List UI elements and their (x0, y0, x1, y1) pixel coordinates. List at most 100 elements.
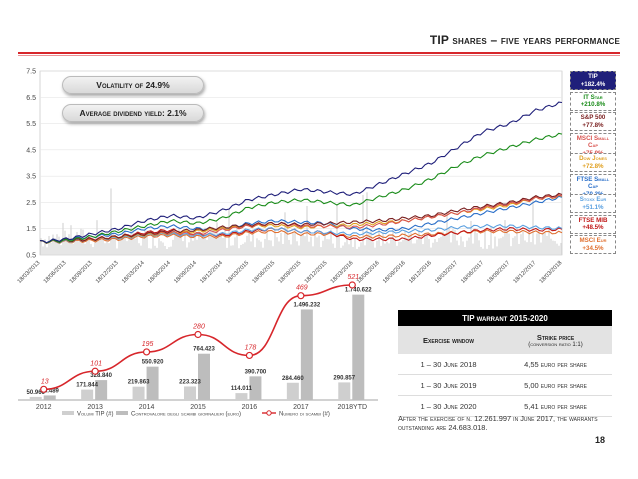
bar-controvalore-label: 390.700 (245, 369, 267, 375)
x-tick-label: 18/03/2018 (539, 260, 564, 285)
bar-controvalore-label: 75.489 (41, 388, 60, 394)
bar-volumi (184, 386, 196, 400)
y-tick-label: 1.5 (26, 226, 36, 233)
x-tick-label: 18/03/2016 (330, 260, 355, 285)
x-tick-label: 18/03/2015 (225, 260, 250, 285)
bar-volumi (29, 396, 42, 400)
x-tick-label: 18/06/2017 (460, 260, 485, 285)
scambi-label: 521 (347, 274, 359, 281)
x-tick-label: 18/06/2013 (43, 260, 68, 285)
page-title: TIP shares – five years performance (429, 33, 620, 47)
y-tick-label: 2.5 (26, 200, 36, 207)
legend-name: Dow Jones (579, 155, 607, 162)
y-tick-label: 6.5 (26, 95, 36, 102)
x-tick-label: 2014 (139, 404, 155, 411)
legend-name: S&P 500 (580, 114, 606, 121)
plot-area (39, 70, 563, 256)
legend-value: +51.1% (582, 203, 604, 211)
bar-controvalore (352, 294, 365, 400)
bar-controvalore (146, 366, 159, 400)
bar-volumi-label: 114.011 (231, 386, 253, 392)
x-tick-label: 18/09/2017 (486, 260, 511, 285)
warrant-col-price: Strike price (conversion ratio 1:1) (499, 326, 612, 354)
x-tick-label: 18/06/2016 (356, 260, 381, 285)
warrant-title: TIP warrant 2015-2020 (398, 310, 612, 326)
series-line (39, 194, 563, 244)
y-tick-label: 5.5 (26, 121, 36, 128)
legend-name: TIP (588, 73, 598, 80)
bar-controvalore (300, 309, 313, 400)
volatility-pill: Volatility of 24.9% (62, 76, 204, 94)
warrant-note: After the exercise of n. 12.261.997 in J… (398, 414, 598, 432)
x-tick-label: 18/09/2014 (173, 260, 198, 285)
warrant-table: Exercise window Strike price (conversion … (398, 326, 612, 417)
x-tick-label: 2015 (190, 404, 206, 411)
bar-controvalore-label: 328.840 (90, 373, 112, 379)
bar-volumi (132, 386, 145, 400)
bar-volumi-label: 50.966 (27, 390, 46, 396)
x-tick-label: 18/09/2016 (382, 260, 407, 285)
legend-item: S&P 500 +77.8% (570, 112, 616, 131)
legend-name: MSCI Eur (579, 237, 607, 244)
x-tick-label: 18/12/2014 (199, 260, 224, 285)
bar-controvalore (95, 380, 108, 400)
table-row: 1 – 30 June 2020 5,41 euro per share (398, 395, 612, 417)
bar-volumi (286, 382, 299, 400)
legend-marker-scambi (266, 410, 272, 416)
bar-volumi-label: 284.460 (282, 376, 304, 382)
scambi-point (142, 348, 151, 356)
legend-value: +48.5% (582, 224, 604, 231)
legend-name: Stoxx Eur (579, 196, 607, 203)
bar-controvalore (249, 376, 262, 400)
scambi-point (91, 367, 99, 375)
scambi-point (245, 351, 254, 360)
title-rule (18, 52, 620, 54)
x-tick-label: 18/03/2017 (434, 260, 459, 285)
legend-label-scambi: Numero di scambi (#) (279, 412, 330, 418)
bar-controvalore-label: 550.920 (142, 360, 164, 366)
y-tick-label: 0.5 (26, 253, 36, 260)
x-tick-label: 18/03/2014 (121, 260, 146, 285)
bar-volumi-label: 223.323 (179, 379, 201, 385)
scambi-label: 178 (245, 344, 257, 351)
bar-volumi-label: 171.844 (76, 383, 98, 389)
bar-volumi-label: 219.863 (128, 380, 150, 386)
title-rule-thin (18, 55, 620, 56)
x-tick-label: 18/12/2013 (95, 260, 120, 285)
legend-item: Stoxx Eur +51.1% (570, 194, 616, 213)
scambi-point (40, 385, 48, 393)
bar-controvalore-label: 1.740.622 (345, 288, 372, 294)
x-tick-label: 18/12/2016 (408, 260, 433, 285)
bar-controvalore-label: 764.423 (193, 347, 215, 353)
warrant-col-window: Exercise window (398, 326, 500, 354)
bar-volumi (235, 393, 248, 400)
scambi-label: 280 (192, 324, 205, 331)
series-line (39, 132, 563, 244)
scambi-label: 101 (90, 360, 102, 367)
x-tick-label: 18/12/2015 (304, 260, 329, 285)
legend-item: IT Star +210.8% (570, 91, 616, 111)
bar-volumi-label: 290.857 (333, 375, 355, 381)
legend-value: +77.8% (582, 121, 604, 129)
legend-label-controvalore: Controvalore degli scambi giornalieri (e… (131, 412, 241, 418)
x-tick-label: 18/06/2015 (252, 260, 277, 285)
bar-volumi (81, 389, 94, 400)
x-tick-label: 2016 (242, 404, 258, 411)
legend-name: FTSE MIB (578, 216, 608, 224)
bar-controvalore (43, 395, 56, 400)
bar-controvalore-label: 1.496.232 (294, 302, 321, 308)
bar-controvalore (198, 353, 210, 400)
series-line (39, 195, 563, 244)
x-tick-label: 18/06/2014 (147, 260, 172, 285)
legend-value: +210.8% (580, 101, 606, 108)
legend-name: FTSE Small Cap (576, 175, 610, 191)
scambi-label: 195 (142, 341, 154, 348)
legend-item: Dow Jones +72.8% (570, 153, 616, 172)
dividend-pill: Average dividend yield: 2.1% (62, 104, 204, 122)
x-tick-label: 2013 (87, 404, 103, 411)
legend-item: MSCI Eur +34.5% (570, 235, 616, 254)
legend-name: IT Star (583, 93, 603, 101)
y-tick-label: 4.5 (26, 147, 36, 154)
x-tick-label: 2012 (36, 404, 52, 411)
